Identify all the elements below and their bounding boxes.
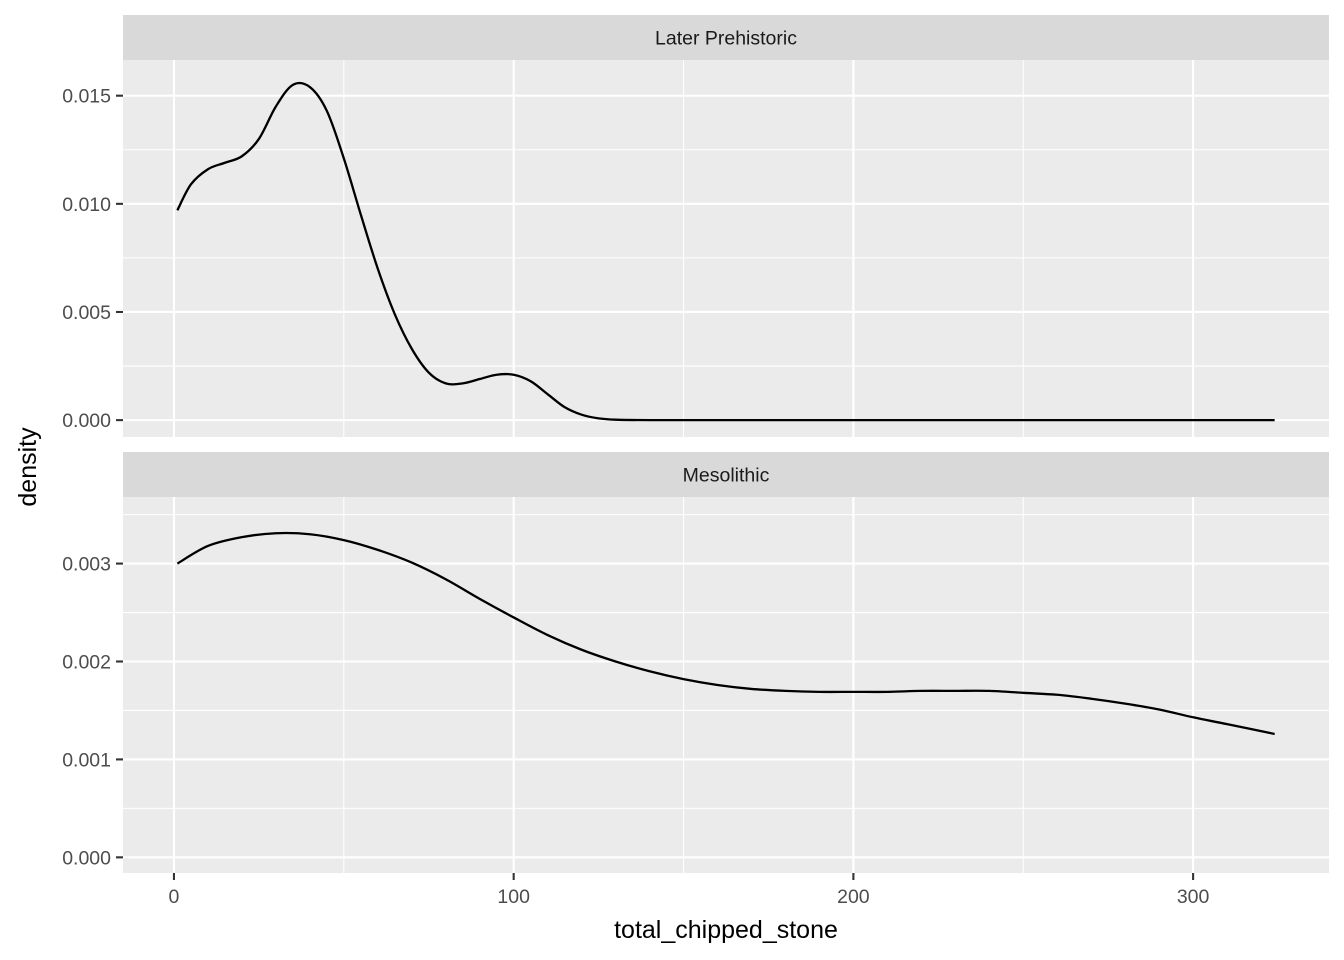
y-tick-label: 0.003 <box>62 554 111 576</box>
y-tick-label: 0.010 <box>62 194 111 216</box>
density-curve <box>176 81 1275 422</box>
y-tick-label: 0.000 <box>62 847 111 869</box>
facet-panel: 0.000 0.005 0.010 0.015 Later Prehistoric <box>62 15 1329 437</box>
x-tick-label: 200 <box>837 886 870 908</box>
y-tick-label: 0.002 <box>62 652 111 674</box>
x-axis: 0 100 200 300 <box>169 873 1210 908</box>
y-tick-label: 0.001 <box>62 749 111 771</box>
facet-strip-label: Mesolithic <box>683 465 770 487</box>
facet-strip <box>123 15 1329 60</box>
density-curve <box>176 531 1275 736</box>
facet-panel: 0.000 0.001 0.002 0.003 Mesolithic <box>62 452 1329 873</box>
x-axis-title: total_chipped_stone <box>614 916 838 944</box>
x-tick-label: 100 <box>497 886 530 908</box>
facet-strip <box>123 452 1329 497</box>
x-tick-label: 0 <box>169 886 180 908</box>
x-tick-label: 300 <box>1177 886 1210 908</box>
panel-background <box>123 497 1329 873</box>
y-tick-label: 0.000 <box>62 410 111 432</box>
y-axis-title: density <box>14 427 42 507</box>
facet-strip-label: Later Prehistoric <box>655 28 797 50</box>
y-tick-label: 0.005 <box>62 302 111 324</box>
panel-background <box>123 60 1329 437</box>
y-tick-label: 0.015 <box>62 86 111 108</box>
